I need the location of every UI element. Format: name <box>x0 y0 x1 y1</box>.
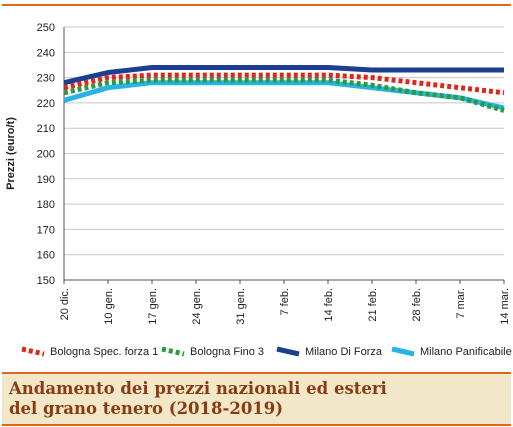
y-tick-label: 220 <box>37 98 55 110</box>
x-tick-label: 14 feb. <box>323 288 335 322</box>
legend-label: Milano Panificabile <box>420 346 512 358</box>
series-line-4 <box>63 80 505 111</box>
caption-box: Andamento dei prezzi nazionali ed esteri… <box>2 372 511 424</box>
legend-label: Bologna Fino 3 <box>190 346 264 358</box>
y-tick-label: 210 <box>37 123 55 135</box>
line-chart: 150 160 170 180 190 200 210 220 230 240 250 20 dic.… <box>5 22 512 358</box>
y-tick-label: 200 <box>37 149 55 161</box>
legend-label: Milano Di Forza <box>305 346 383 358</box>
x-tick-label: 7 mar. <box>455 288 467 319</box>
legend-swatch <box>21 346 45 357</box>
x-tick-label: 20 dic. <box>59 288 71 320</box>
y-tick-label: 160 <box>37 250 55 262</box>
x-tick-label: 10 gen. <box>103 288 115 325</box>
y-tick-label: 150 <box>37 275 55 287</box>
y-tick-label: 250 <box>37 22 55 34</box>
x-tick-label: 31 gen. <box>235 288 247 325</box>
x-tick-label: 17 gen. <box>147 288 159 325</box>
legend-label: Bologna Spec. forza 1 <box>50 346 158 358</box>
legend-swatch <box>276 346 300 357</box>
legend-swatch <box>161 346 185 357</box>
y-tick-label: 190 <box>37 174 55 186</box>
x-tick-label: 21 feb. <box>367 288 379 322</box>
x-tick-label: 14 mar. <box>499 288 511 325</box>
y-axis-title: Prezzi (euro/t) <box>5 117 17 190</box>
series-line-3 <box>63 65 504 86</box>
y-tick-label: 180 <box>37 199 55 211</box>
top-rule <box>2 4 511 6</box>
caption-line-2: del grano tenero (2018-2019) <box>9 399 284 418</box>
y-tick-label: 240 <box>37 47 55 59</box>
x-tick-label: 7 feb. <box>279 288 291 316</box>
bottom-rule <box>2 424 511 426</box>
legend-swatch <box>391 346 415 357</box>
x-tick-label: 28 feb. <box>411 288 423 322</box>
x-tick-label: 24 gen. <box>191 288 203 325</box>
y-tick-label: 230 <box>37 73 55 85</box>
caption-line-1: Andamento dei prezzi nazionali ed esteri <box>9 379 387 398</box>
y-tick-label: 170 <box>37 224 55 236</box>
